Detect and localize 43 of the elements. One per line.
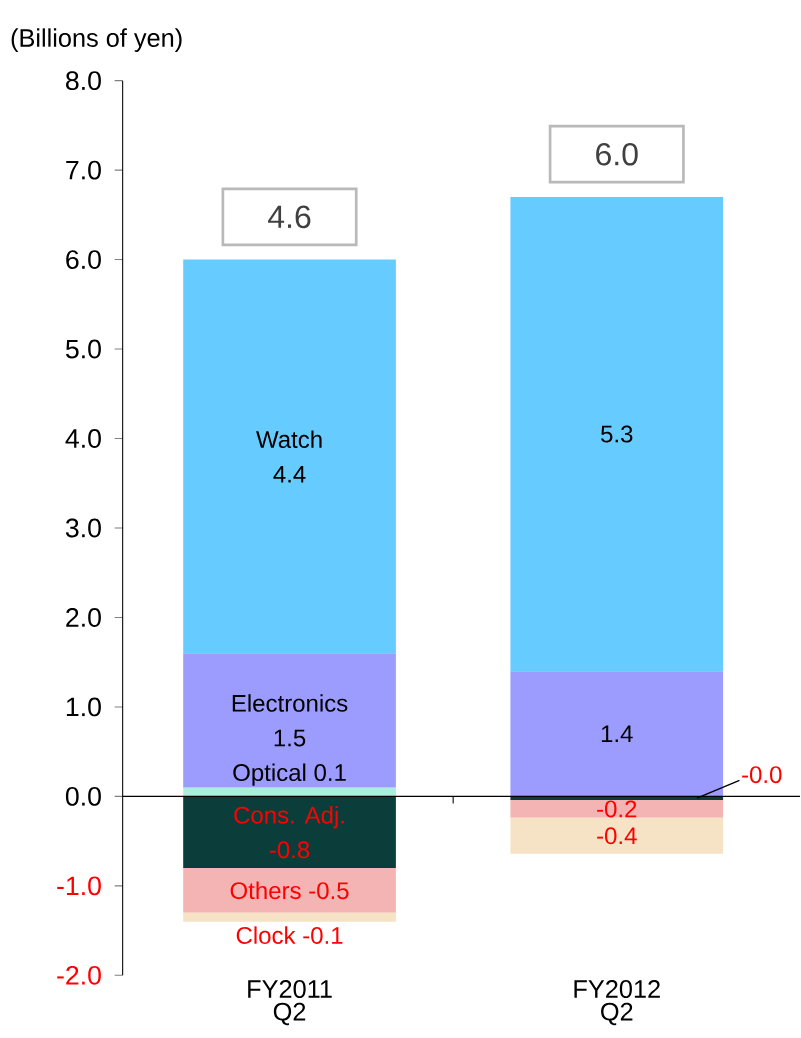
bar [510,817,724,854]
x-tick-label: FY2011 Q2 [248,980,332,1026]
series-label: Others [230,881,301,900]
data-label: -0.8 [269,841,310,859]
data-label: 4.4 [273,465,306,483]
data-label: 1.5 [274,729,306,747]
bar [183,867,396,913]
y-axis-title: (Billions of yen) [11,28,182,52]
bar [183,259,396,654]
bar [183,912,396,922]
series-label: Electronics [232,694,348,712]
data-label: 5.3 [601,425,633,443]
bar [510,799,724,818]
bar [510,671,724,797]
y-tick-label: -2.0 [57,965,101,985]
data-label: -0.1 [303,926,343,944]
y-tick-label: 5.0 [65,339,101,359]
y-tick-label: 0.0 [65,786,101,806]
y-tick-label: -1.0 [57,876,101,896]
data-label: 0.1 [314,764,346,782]
data-label: 1.4 [601,725,633,743]
data-label: -0.4 [597,827,637,845]
data-label: -0.0 [742,766,782,784]
series-label: Optical [233,763,306,786]
series-label: Cons. Adj. [234,806,344,829]
y-tick-label: 7.0 [66,160,101,180]
y-tick-label: 8.0 [66,71,101,91]
y-tick-label: 6.0 [66,250,101,270]
bar [183,796,396,868]
series-label: Watch [256,430,322,449]
y-tick-label: 3.0 [65,518,101,538]
bar [183,653,396,788]
x-tick-label: FY2012 Q2 [574,980,660,1026]
data-label: -0.5 [309,882,349,900]
y-tick-label: 4.0 [65,429,101,448]
data-label: -0.2 [597,800,637,818]
y-tick-label: 2.0 [66,608,101,627]
bar [183,787,396,797]
series-label: Clock [236,926,296,944]
y-tick-label: 1.0 [66,697,101,717]
total-label: 6.0 [596,142,638,166]
bar [510,196,724,672]
total-label: 4.6 [268,205,311,229]
